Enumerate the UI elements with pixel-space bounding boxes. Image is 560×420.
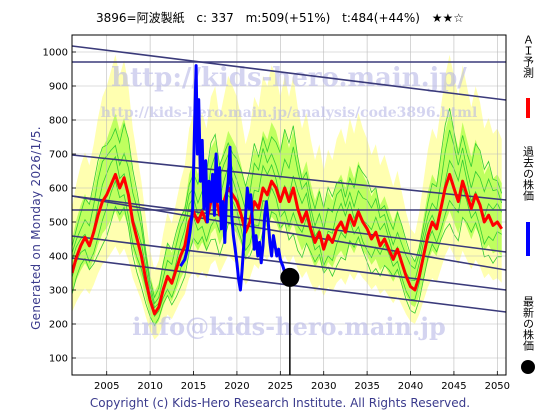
y-tick-label: 500 — [49, 218, 68, 229]
x-tick-label: 2050 — [485, 381, 510, 392]
x-tick-label: 2010 — [137, 381, 162, 392]
copyright-notice: Copyright (c) Kids-Hero Research Institu… — [89, 396, 471, 410]
y-tick-label: 700 — [49, 150, 68, 161]
watermark-email: info@kids-hero.main.jp — [132, 312, 446, 341]
y-tick-label: 100 — [49, 354, 68, 365]
x-tick-label: 2040 — [398, 381, 423, 392]
legend-past-label: 過去の株価 — [522, 146, 535, 201]
trend-line — [72, 45, 506, 101]
y-tick-label: 900 — [49, 82, 68, 93]
y-tick-label: 300 — [49, 286, 68, 297]
x-axis-ticks: 2005 2010 2015 2020 2025 2030 2035 2040 2045 2050 — [94, 371, 510, 392]
watermark-analysis-url: http://kids-hero.main.jp/analysis/code38… — [101, 105, 478, 121]
forecast-ensemble-line — [72, 108, 503, 299]
trend-line — [72, 195, 506, 271]
current-price: c: 337 — [196, 11, 234, 25]
forecast-series-line — [72, 172, 503, 316]
trend-line — [72, 195, 506, 253]
max-forecast: m:509(+51%) — [245, 11, 331, 25]
x-tick-label: 2045 — [441, 381, 466, 392]
x-tick-label: 2005 — [94, 381, 119, 392]
legend-forecast-label: ＡＩ予測 — [522, 34, 535, 79]
trend-line — [72, 235, 506, 291]
series-lines — [72, 64, 503, 316]
trend-line — [72, 154, 506, 201]
target-forecast: t:484(+44%) — [342, 11, 420, 25]
forecast-ensemble-line — [72, 205, 502, 327]
x-tick-label: 2025 — [268, 381, 293, 392]
y-tick-label: 200 — [49, 320, 68, 331]
y-tick-label: 600 — [49, 184, 68, 195]
x-tick-label: 2015 — [181, 381, 206, 392]
legend-latest-swatch — [521, 360, 535, 374]
forecast-ensemble-line — [72, 179, 502, 318]
y-axis-ticks: 100 200 300 400 500 600 700 800 900 1000 — [43, 48, 76, 365]
x-tick-label: 2030 — [311, 381, 336, 392]
chart-title: 3896=阿波製紙 c: 337 m:509(+51%) t:484(+44%)… — [0, 9, 560, 26]
plot-frame — [71, 34, 507, 376]
y-tick-label: 400 — [49, 252, 68, 263]
legend-latest-label: 最新の株価 — [522, 296, 535, 351]
y-tick-label: 1000 — [43, 48, 68, 59]
x-tick-label: 2020 — [224, 381, 249, 392]
rating-stars: ★★☆ — [431, 11, 465, 25]
x-tick-label: 2035 — [354, 381, 379, 392]
stock-code-name: 3896=阿波製紙 — [95, 11, 185, 25]
latest-price-marker — [280, 267, 300, 375]
latest-price-point — [280, 267, 300, 287]
past-price-series-line — [179, 64, 291, 292]
y-tick-label: 800 — [49, 116, 68, 127]
